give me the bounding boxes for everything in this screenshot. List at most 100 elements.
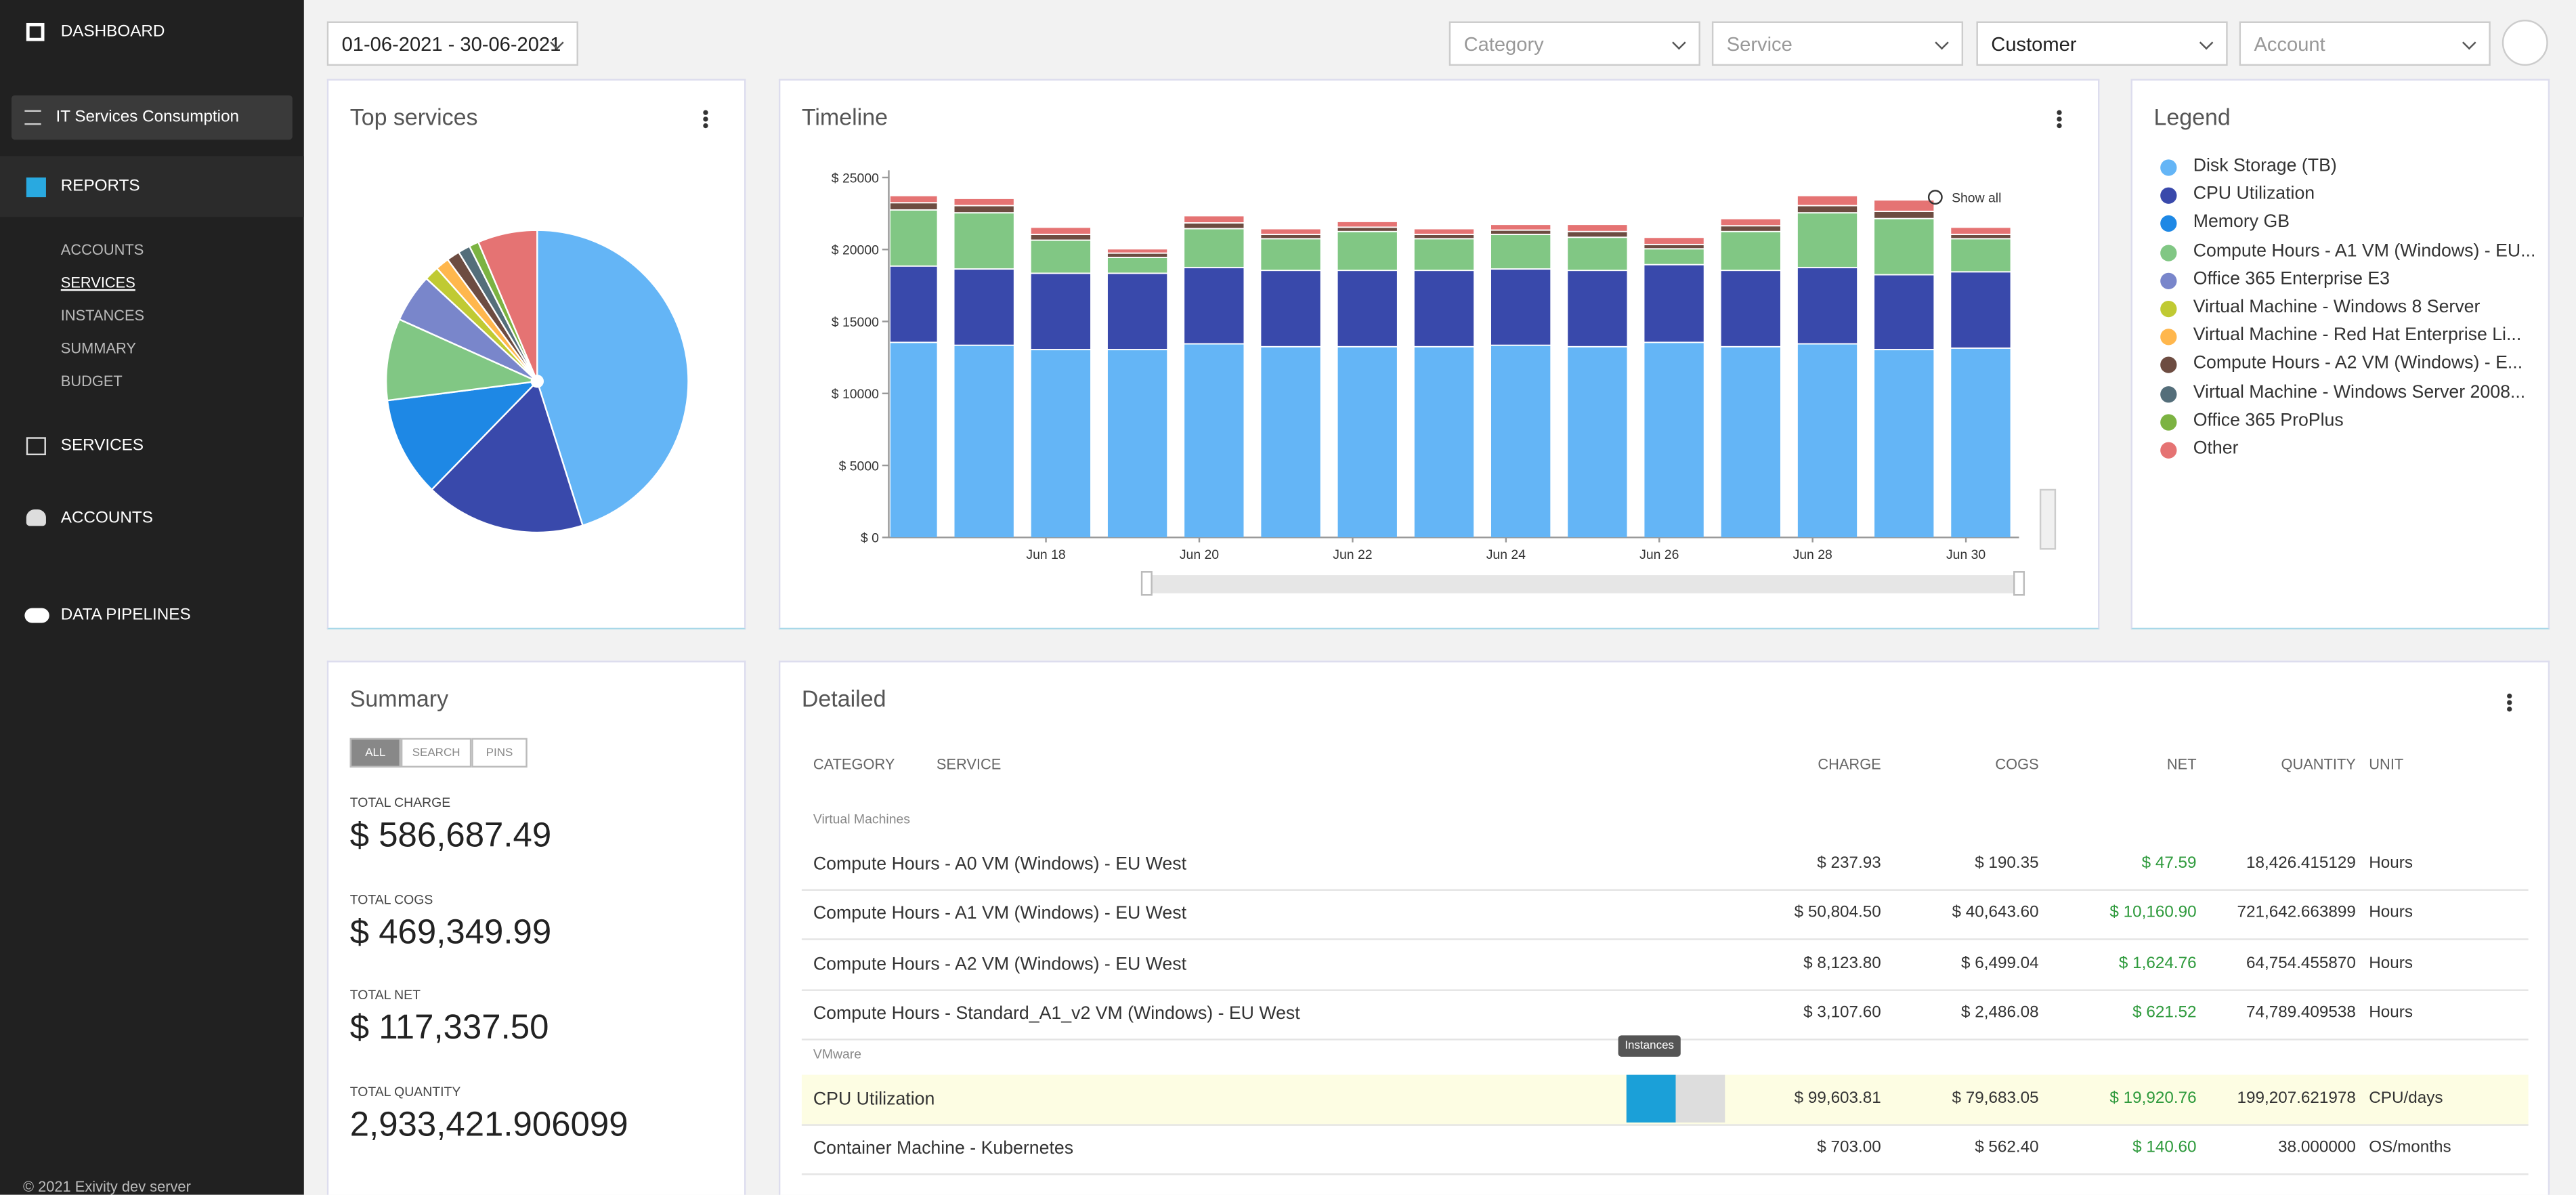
- cell: $ 99,603.81: [1794, 1089, 1881, 1108]
- bars: [890, 196, 2011, 538]
- report-link[interactable]: SUMMARY: [60, 340, 136, 357]
- bar-segment: [1337, 228, 1397, 231]
- menu-icon: [24, 110, 41, 125]
- pin-button[interactable]: [1675, 1074, 1725, 1122]
- cell: 18,426.415129: [2246, 854, 2356, 873]
- report-select[interactable]: IT Services Consumption: [11, 95, 293, 140]
- cell: 64,754.455870: [2246, 955, 2356, 973]
- column-header[interactable]: CHARGE: [1818, 755, 1881, 773]
- legend-label: Memory GB: [2193, 212, 2290, 233]
- cell: $ 2,486.08: [1960, 1004, 2039, 1023]
- cell: Hours: [2369, 854, 2413, 873]
- report-link[interactable]: INSTANCES: [60, 307, 145, 324]
- cell: 199,207.621978: [2237, 1089, 2356, 1108]
- footer: © 2021 Exivity dev server: [22, 1178, 191, 1195]
- nav-pipelines[interactable]: DATA PIPELINES: [60, 606, 191, 625]
- column-header[interactable]: UNIT: [2369, 755, 2404, 773]
- bar-segment: [890, 203, 937, 209]
- category-filter[interactable]: Category: [1448, 21, 1700, 66]
- bar-segment: [1874, 350, 1934, 538]
- bar-segment: [1184, 224, 1244, 228]
- cell: $ 621.52: [2132, 1004, 2197, 1023]
- menu[interactable]: [703, 117, 708, 122]
- bar-segment: [1337, 222, 1397, 227]
- bar-segment: [1107, 249, 1167, 253]
- cell: $ 237.93: [1817, 854, 1881, 873]
- slider-handle: [1140, 571, 1153, 596]
- bar-segment: [1031, 228, 1091, 234]
- menu[interactable]: [2057, 117, 2062, 122]
- x-tick-label: Jun 26: [1639, 547, 1679, 562]
- column-header[interactable]: QUANTITY: [2281, 755, 2356, 773]
- cell: Container Machine - Kubernetes: [813, 1139, 1074, 1159]
- cell: Compute Hours - A1 VM (Windows) - EU Wes…: [813, 904, 1187, 925]
- column-header[interactable]: NET: [2166, 755, 2197, 773]
- cell: 38.000000: [2278, 1139, 2356, 1157]
- bar-segment: [954, 213, 1014, 269]
- bar-segment: [1568, 238, 1627, 270]
- bar-segment: [890, 266, 937, 342]
- row[interactable]: [801, 840, 2529, 891]
- column-header[interactable]: CATEGORY: [813, 755, 895, 773]
- row[interactable]: [801, 889, 2529, 941]
- column-header[interactable]: COGS: [1995, 755, 2039, 773]
- pie-slice: [430, 379, 584, 534]
- bar-segment: [1644, 245, 1704, 249]
- bar-segment: [1031, 240, 1091, 273]
- bar-segment: [1337, 347, 1397, 538]
- instances-button[interactable]: [1626, 1074, 1676, 1122]
- cell: Hours: [2369, 904, 2413, 923]
- nav-services[interactable]: SERVICES: [60, 437, 144, 456]
- bar-segment: [954, 345, 1014, 538]
- nav-dashboard[interactable]: DASHBOARD: [60, 22, 165, 41]
- pie-chart: [385, 229, 689, 534]
- cell: $ 3,107.60: [1803, 1004, 1881, 1023]
- y-tick-label: $ 5000: [839, 459, 880, 474]
- range-slider: [1146, 575, 2019, 593]
- bar-segment: [1874, 212, 1934, 218]
- service-filter[interactable]: Service: [1711, 21, 1964, 66]
- report-link[interactable]: ACCOUNTS: [60, 241, 144, 258]
- column-header[interactable]: SERVICE: [936, 755, 1002, 773]
- legend-dot: [2160, 188, 2177, 205]
- legend-dot: [2160, 272, 2177, 289]
- report-link[interactable]: BUDGET: [60, 373, 123, 390]
- nav-reports: REPORTS: [60, 177, 140, 196]
- legend-dot: [2160, 329, 2177, 345]
- cell: OS/months: [2369, 1139, 2451, 1157]
- slider-handle: [2013, 571, 2025, 596]
- reports-row[interactable]: REPORTS: [0, 156, 304, 217]
- summary-tab[interactable]: ALL: [349, 738, 401, 768]
- summary-tab[interactable]: SEARCH: [400, 738, 472, 768]
- customer-filter[interactable]: Customer: [1976, 21, 2228, 66]
- row[interactable]: [801, 940, 2529, 991]
- bar-segment: [1721, 347, 1780, 538]
- summary-tab[interactable]: PINS: [471, 738, 528, 768]
- refresh-button[interactable]: [2502, 20, 2548, 66]
- bar-segment: [1797, 206, 1858, 213]
- bar-segment: [1337, 232, 1397, 270]
- bar-segment: [1721, 226, 1780, 231]
- cell: $ 50,804.50: [1794, 904, 1881, 923]
- top-services-panel: Top services: [326, 79, 746, 630]
- bar-segment: [1184, 229, 1244, 267]
- pipelines-icon: [24, 608, 49, 623]
- cell: CPU Utilization: [813, 1089, 935, 1109]
- bar-segment: [1261, 229, 1321, 234]
- show-all[interactable]: Show all: [1952, 190, 2001, 205]
- menu[interactable]: [2507, 700, 2512, 705]
- row[interactable]: [801, 1124, 2529, 1175]
- cell: $ 79,683.05: [1952, 1089, 2039, 1108]
- date-range[interactable]: 01-06-2021 - 30-06-2021: [326, 21, 578, 66]
- bar-segment: [1414, 239, 1474, 270]
- x-tick-label: Jun 30: [1946, 547, 1985, 562]
- account-filter[interactable]: Account: [2239, 21, 2491, 66]
- x-tick-label: Jun 28: [1793, 547, 1832, 562]
- zoom-icon: [1927, 190, 1943, 205]
- stat-label: TOTAL QUANTITY: [349, 1083, 461, 1099]
- legend-label: Other: [2193, 438, 2239, 459]
- bar-segment: [1031, 274, 1091, 350]
- nav-accounts[interactable]: ACCOUNTS: [60, 509, 153, 528]
- bar-segment: [1644, 238, 1704, 244]
- report-link[interactable]: SERVICES: [60, 274, 135, 291]
